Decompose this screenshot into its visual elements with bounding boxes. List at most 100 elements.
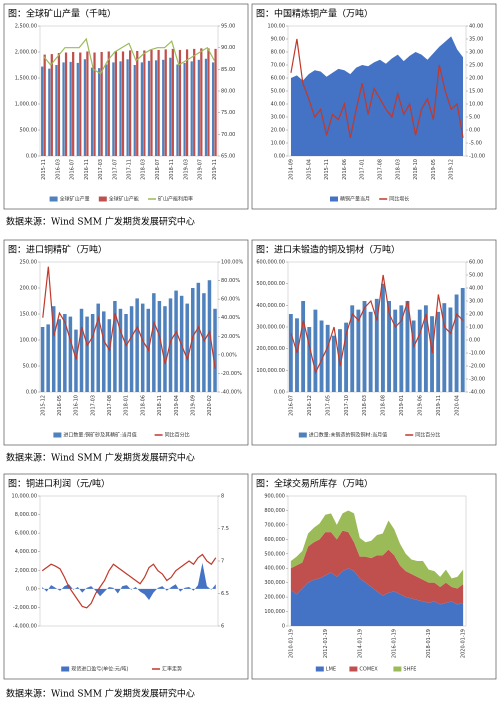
chart-title: 图：进口铜精矿（万吨） — [8, 244, 107, 256]
y-tick-label: 0.00 — [26, 390, 37, 396]
y2-tick-label: 20.00 — [469, 312, 483, 318]
x-tick-label: 2017-08 — [107, 395, 113, 416]
y-tick-label: 1,000.00 — [15, 102, 37, 108]
source-note: 数据来源：Wind SMM 广发期货发展研究中心 — [6, 452, 195, 464]
y2-tick-label: 40.00% — [221, 315, 240, 321]
x-tick-label: 2015-12 — [40, 395, 46, 416]
x-tick-label: 2015-11 — [324, 159, 330, 180]
y-tick-label: 300,000 — [264, 580, 285, 586]
bar — [157, 49, 160, 156]
y2-tick-label: 95.00 — [221, 24, 235, 30]
y-tick-label: 0.00 — [26, 154, 37, 160]
line — [42, 266, 216, 369]
bar — [213, 308, 217, 392]
bar — [119, 61, 122, 156]
bar — [147, 60, 151, 157]
y2-tick-label: 75.00 — [221, 110, 235, 116]
bar — [442, 303, 447, 392]
x-tick-label: 2017-01 — [360, 159, 366, 180]
bar — [69, 61, 72, 156]
y-tick-label: 2,000.00 — [15, 568, 37, 574]
bar — [405, 301, 410, 392]
y2-tick-label: 50.00 — [469, 273, 483, 279]
y2-tick-label: 40.00 — [469, 24, 483, 30]
bar — [79, 308, 84, 392]
y-tick-label: 2,000.00 — [15, 50, 37, 56]
x-tick-label: 2019-09 — [190, 395, 196, 416]
y-tick-label: 0 — [282, 624, 285, 630]
bar — [185, 49, 189, 156]
bar — [185, 303, 189, 392]
y-tick-label: 0.00 — [274, 390, 285, 396]
y2-tick-label: 0.00% — [221, 352, 237, 358]
bar — [68, 316, 73, 392]
x-tick-label: 2016-07 — [289, 395, 295, 416]
legend-label: 矿山产能利用率 — [158, 196, 193, 203]
bar — [350, 305, 355, 392]
y2-tick-label: 7.5 — [221, 526, 229, 532]
y2-tick-label: -10.00 — [469, 154, 485, 160]
x-tick-label: 2019-06 — [417, 395, 423, 416]
bar — [79, 52, 82, 156]
x-tick-label: 2018-10 — [413, 159, 419, 180]
y2-tick-label: 0.00 — [469, 338, 480, 344]
legend-label: 进口数量:未锻造的铜及铜材:当月值 — [309, 432, 387, 439]
bar — [423, 305, 428, 392]
x-tick-label: 2010-01-19 — [288, 629, 294, 658]
bar — [200, 48, 203, 156]
y2-tick-label: 20.00% — [221, 334, 240, 340]
bar — [72, 52, 75, 156]
y-tick-label: 10.00 — [271, 141, 285, 147]
y2-tick-label: 80.00% — [221, 278, 240, 284]
chart-title: 图：中国精炼铜产量（万吨） — [256, 8, 373, 20]
legend-swatch — [330, 196, 338, 202]
y-tick-label: 600,000.00 — [256, 260, 285, 266]
x-tick-label: 2016-12 — [307, 395, 313, 416]
y-tick-label: 100.00 — [268, 24, 286, 30]
y-tick-label: 0.00 — [26, 586, 37, 592]
panel-border — [3, 473, 249, 680]
stacked-area — [290, 530, 464, 605]
bar — [331, 335, 336, 392]
x-tick-label: 2016-10 — [74, 395, 80, 416]
bar — [288, 314, 293, 392]
panel-border — [251, 473, 497, 680]
bar — [197, 59, 200, 156]
chart-title: 图：全球矿山产量（千吨） — [8, 8, 116, 20]
x-tick-label: 2017-03 — [90, 395, 96, 416]
y-tick-label: 250.00 — [20, 260, 38, 266]
bar — [63, 314, 67, 392]
bar — [143, 50, 146, 156]
y-tick-label: 30.00 — [271, 115, 285, 121]
bar — [190, 61, 193, 156]
y-tick-label: 100.00 — [20, 338, 38, 344]
bar — [454, 294, 459, 392]
bar — [368, 311, 373, 392]
bar — [41, 66, 44, 156]
bar — [448, 307, 453, 392]
bar — [55, 65, 58, 156]
y2-tick-label: 0.00 — [469, 128, 480, 134]
bar — [380, 283, 385, 392]
x-tick-label: 2018-06 — [140, 395, 146, 416]
x-tick-label: 2020-02 — [207, 395, 213, 416]
x-tick-label: 2016-11 — [84, 159, 90, 180]
bar — [338, 329, 342, 392]
bar — [107, 319, 112, 392]
legend-swatch — [298, 432, 307, 438]
y-tick-label: 200,000 — [264, 595, 285, 601]
bar — [114, 50, 118, 156]
bar — [301, 301, 306, 392]
bar — [76, 62, 79, 156]
y2-tick-label: -20.00% — [221, 371, 242, 377]
y2-tick-label: 80.00 — [221, 89, 235, 95]
x-tick-label: 2015-11 — [41, 159, 47, 180]
legend-label: 精铜产量当月 — [340, 196, 370, 203]
bar — [124, 314, 128, 392]
bar — [90, 67, 94, 156]
bar — [191, 288, 195, 392]
bar — [362, 301, 367, 392]
y2-tick-label: 25.00 — [469, 63, 483, 69]
y2-tick-label: 15.00 — [469, 89, 483, 95]
